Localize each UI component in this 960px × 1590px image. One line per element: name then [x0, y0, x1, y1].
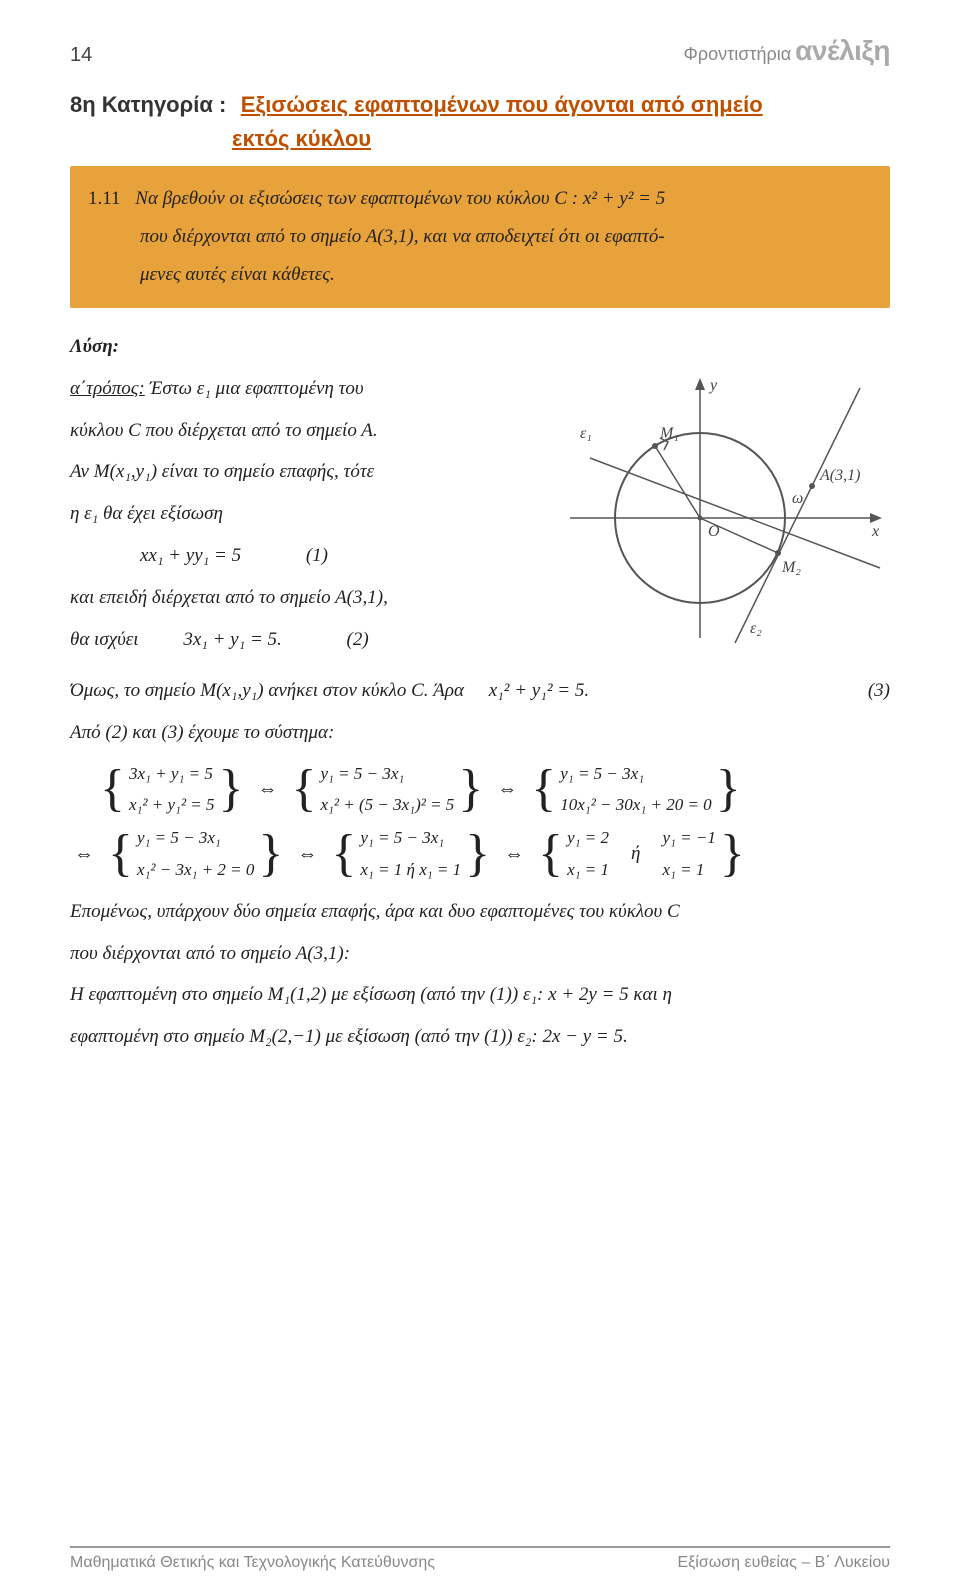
sys2-a1: y₁ = 5 − 3x₁	[137, 824, 254, 851]
sys1-a1: 3x₁ + y₁ = 5	[129, 760, 215, 787]
problem-number: 1.11	[88, 188, 121, 209]
sys1-b1: y₁ = 5 − 3x₁	[320, 760, 454, 787]
method-label: α΄τρόπος:	[70, 378, 145, 399]
s8a: Όμως, το σημείο Μ(x₁,y₁) ανήκει στον κύκ…	[70, 680, 464, 701]
s7a: θα ισχύει	[70, 629, 139, 650]
brand-logo-text: ανέλιξη	[795, 35, 890, 66]
problem-box: 1.11 Να βρεθούν οι εξισώσεις των εφαπτομ…	[70, 166, 890, 308]
solution-label: Λύση:	[70, 326, 890, 368]
sys2-or: ή	[631, 833, 640, 875]
footer-left: Μαθηματικά Θετικής και Τεχνολογικής Κατε…	[70, 1554, 435, 1572]
sys2-b2: x₁ = 1 ή x₁ = 1	[360, 856, 461, 883]
s2: κύκλου C που διέρχεται από το σημείο Α.	[70, 420, 378, 441]
fig-label-x: x	[871, 523, 879, 540]
eq-2-tag: (2)	[347, 629, 369, 650]
problem-text-line-1: Να βρεθούν οι εξισώσεις των εφαπτομένων …	[135, 188, 665, 209]
problem-text-line-2: που διέρχονται από το σημείο Α(3,1), και…	[140, 218, 665, 256]
eq-1-tag: (1)	[306, 545, 328, 566]
fig-label-y: y	[708, 377, 718, 394]
iff-5: ⇔	[500, 832, 528, 876]
sys1-c2: 10x₁² − 30x₁ + 20 = 0	[560, 791, 711, 818]
fig-label-w: ω	[792, 490, 803, 507]
concl3: Η εφαπτομένη στο σημείο M₁(1,2) με εξίσω…	[70, 974, 890, 1016]
sys2-c1: y₁ = 2	[567, 824, 609, 851]
sys2-b1: y₁ = 5 − 3x₁	[360, 824, 461, 851]
iff-3: ⇔	[70, 832, 98, 876]
sys2-d1: y₁ = −1	[662, 824, 715, 851]
s1: Έστω ε₁ μια εφαπτομένη του	[150, 378, 364, 399]
iff-4: ⇔	[293, 832, 321, 876]
sys1-a2: x₁² + y₁² = 5	[129, 791, 215, 818]
s9: Από (2) και (3) έχουμε το σύστημα:	[70, 712, 890, 754]
sys2-c2: x₁ = 1	[567, 856, 609, 883]
category-title: Εξισώσεις εφαπτομένων που άγονται από ση…	[241, 92, 763, 117]
eq-3-tag: (3)	[868, 670, 890, 712]
iff-1: ⇔	[254, 767, 282, 811]
concl1: Επομένως, υπάρχουν δύο σημεία επαφής, άρ…	[70, 891, 890, 933]
eq-1: xx₁ + yy₁ = 5	[140, 545, 241, 566]
fig-label-O: O	[708, 523, 720, 540]
fig-label-M2: M₂	[781, 559, 801, 576]
eq-3: x₁² + y₁² = 5.	[489, 680, 589, 701]
sys2-a2: x₁² − 3x₁ + 2 = 0	[137, 856, 254, 883]
category-subtitle: εκτός κύκλου	[232, 126, 371, 152]
system-row-1: { 3x₁ + y₁ = 5 x₁² + y₁² = 5 } ⇔ { y₁ = …	[100, 760, 890, 818]
page-header: 14 Φροντιστήρια ανέλιξη	[70, 35, 890, 67]
system-row-2: ⇔ { y₁ = 5 − 3x₁ x₁² − 3x₁ + 2 = 0 } ⇔ {…	[70, 824, 890, 882]
fig-label-A: A(3,1)	[819, 467, 860, 484]
fig-label-e1: ε₁	[580, 425, 592, 442]
solution-body: Λύση: α΄τρόπος: Έστω ε₁ μια εφαπτομένη τ…	[70, 326, 890, 1058]
sys1-c1: y₁ = 5 − 3x₁	[560, 760, 711, 787]
category-label: 8η Κατηγορία :	[70, 92, 226, 117]
concl2: που διέρχονται από το σημείο Α(3,1):	[70, 933, 890, 975]
sys2-d2: x₁ = 1	[662, 856, 715, 883]
s6: και επειδή διέρχεται από το σημείο Α(3,1…	[70, 587, 388, 608]
s3: Αν Μ(x₁,y₁) είναι το σημείο επαφής, τότε	[70, 461, 374, 482]
sys1-b2: x₁² + (5 − 3x₁)² = 5	[320, 791, 454, 818]
page-footer: Μαθηματικά Θετικής και Τεχνολογικής Κατε…	[70, 1546, 890, 1572]
brand-block: Φροντιστήρια ανέλιξη	[684, 35, 890, 67]
footer-right: Εξίσωση ευθείας – Β΄ Λυκείου	[677, 1554, 890, 1572]
problem-text-line-3: μενες αυτές είναι κάθετες.	[140, 256, 335, 294]
page-number: 14	[70, 44, 92, 67]
concl4: εφαπτομένη στο σημείο M₂(2,−1) με εξίσωσ…	[70, 1016, 890, 1058]
geometry-figure: y x O ε₁ ε₂ M₁ M₂ A(3,1) ω	[560, 368, 890, 648]
iff-2: ⇔	[493, 767, 521, 811]
s4: η ε₁ θα έχει εξίσωση	[70, 503, 223, 524]
category-row: 8η Κατηγορία : Εξισώσεις εφαπτομένων που…	[70, 92, 890, 152]
eq-2: 3x₁ + y₁ = 5.	[183, 629, 281, 650]
brand-small-text: Φροντιστήρια	[684, 44, 792, 64]
fig-label-e2: ε₂	[750, 620, 762, 637]
fig-label-M1: M₁	[659, 425, 679, 442]
